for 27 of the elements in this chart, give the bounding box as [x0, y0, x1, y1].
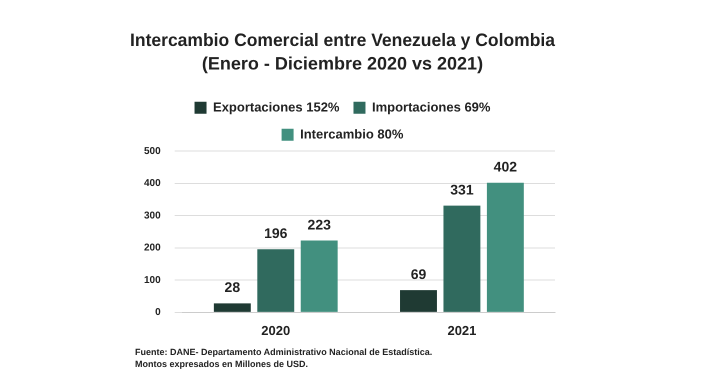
data-label: 331	[450, 182, 474, 198]
bar	[443, 206, 480, 312]
text: Montos expresados en Millones de USD.	[135, 358, 310, 370]
bar	[257, 249, 294, 312]
y-tick-label: 0	[155, 307, 162, 318]
x-tick-label: 2020	[261, 322, 290, 338]
data-label: 69	[410, 266, 426, 282]
legend-label: Intercambio 80%	[300, 126, 404, 142]
bar	[486, 182, 524, 312]
y-tick-label: 300	[144, 210, 162, 222]
y-tick-label: 500	[144, 146, 162, 157]
y-tick-label: 200	[144, 242, 162, 254]
data-label: 28	[224, 279, 240, 296]
chart-subtitle: (Enero - Diciembre 2020 vs 2021)	[202, 53, 484, 74]
legend-label: Importaciones 69%	[372, 99, 491, 114]
legend-label: Exportaciones 152%	[213, 99, 340, 114]
x-tick-label: 2021	[447, 322, 476, 338]
y-tick-label: 400	[144, 178, 162, 190]
data-label: 402	[494, 158, 518, 175]
data-label: 196	[264, 225, 288, 242]
bar	[214, 303, 251, 312]
source-note: Fuente: DANE- Departamento Administrativo Nacional de Estadística.	[135, 346, 432, 358]
chart-title: Intercambio Comercial entre Venezuela y Colombia	[130, 30, 556, 50]
y-tick-label: 100	[144, 274, 162, 286]
bar	[400, 290, 437, 312]
bar	[300, 240, 338, 312]
data-label: 223	[308, 216, 332, 232]
